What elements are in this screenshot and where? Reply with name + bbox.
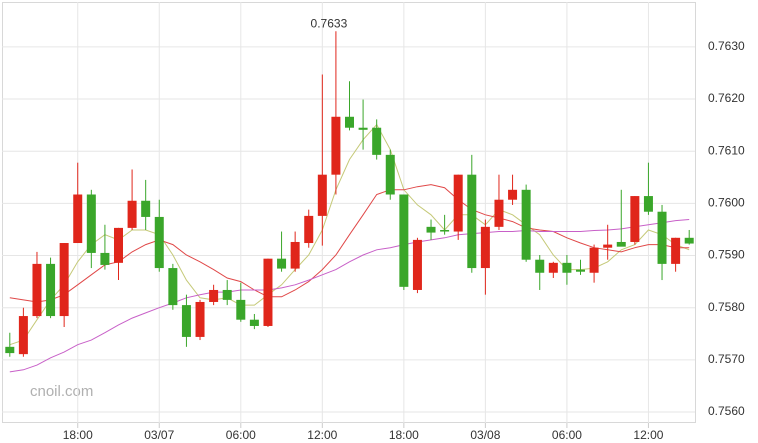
moving-average-line [9, 123, 690, 346]
watermark: cnoil.com [30, 383, 93, 400]
candle-body [317, 174, 327, 216]
candle-body [671, 237, 681, 264]
candle-body [154, 216, 164, 269]
candle-body [236, 299, 246, 320]
candle-body [453, 174, 463, 232]
x-tick-label: 12:00 [307, 428, 337, 442]
candle-body [263, 258, 273, 326]
plot-frame [2, 2, 696, 423]
candle-body [616, 241, 626, 247]
candle-body [494, 199, 504, 227]
candle-body [209, 289, 219, 302]
moving-average-line [9, 184, 690, 303]
x-tick-label: 12:00 [633, 428, 663, 442]
candle-body [345, 116, 354, 128]
x-tick-label: 03/07 [144, 428, 174, 442]
candle-body [86, 194, 96, 253]
y-tick-label: 0.7600 [708, 196, 745, 210]
y-tick-label: 0.7610 [708, 143, 745, 157]
candle-body [548, 262, 558, 273]
x-tick-label: 06:00 [226, 428, 256, 442]
candle-body [290, 241, 300, 269]
candle-body [249, 319, 259, 326]
candle-body [277, 258, 287, 269]
candle-body [46, 263, 56, 317]
candle-body [385, 154, 395, 195]
candle-body [576, 269, 585, 272]
y-tick-label: 0.7590 [708, 248, 745, 262]
candle-body [331, 116, 341, 175]
candle-body [603, 244, 613, 248]
candle-body [195, 301, 205, 337]
candle-body [372, 127, 382, 155]
candle-body [562, 262, 572, 273]
candle-body [59, 243, 69, 317]
candle-body [127, 200, 137, 228]
x-tick-label: 06:00 [552, 428, 582, 442]
candle-body [304, 215, 314, 244]
candle-body [643, 196, 653, 212]
moving-average-line [9, 219, 690, 373]
candle-body [114, 227, 123, 263]
candle-body [508, 189, 518, 200]
y-tick-label: 0.7570 [708, 352, 745, 366]
y-tick-label: 0.7620 [708, 91, 745, 105]
candle-body [222, 289, 232, 300]
y-tick-label: 0.7560 [708, 404, 745, 418]
candle-body [412, 239, 422, 290]
candle-body [73, 194, 83, 244]
candle-body [5, 346, 15, 354]
candle-body [141, 200, 151, 217]
y-tick-label: 0.7580 [708, 300, 745, 314]
candle-body [18, 316, 28, 355]
candle-body [426, 226, 436, 233]
candle-body [657, 211, 667, 264]
candle-body [100, 252, 110, 265]
candle-body [684, 237, 694, 244]
candle-body [589, 247, 599, 273]
x-tick-label: 18:00 [389, 428, 419, 442]
y-tick-label: 0.7630 [708, 39, 745, 53]
candle-body [358, 127, 368, 130]
x-tick-label: 03/08 [470, 428, 500, 442]
x-tick-label: 18:00 [63, 428, 93, 442]
candle-body [440, 229, 450, 232]
candle-body [467, 174, 477, 269]
candle-body [399, 194, 409, 287]
candle-body [168, 268, 178, 306]
candle-body [181, 305, 191, 337]
candle-body [521, 189, 531, 260]
candle-body [630, 196, 640, 242]
candle-body [535, 259, 545, 273]
max-annotation: 0.7633 [311, 16, 348, 30]
candle-body [32, 263, 42, 317]
candle-body [480, 226, 490, 269]
